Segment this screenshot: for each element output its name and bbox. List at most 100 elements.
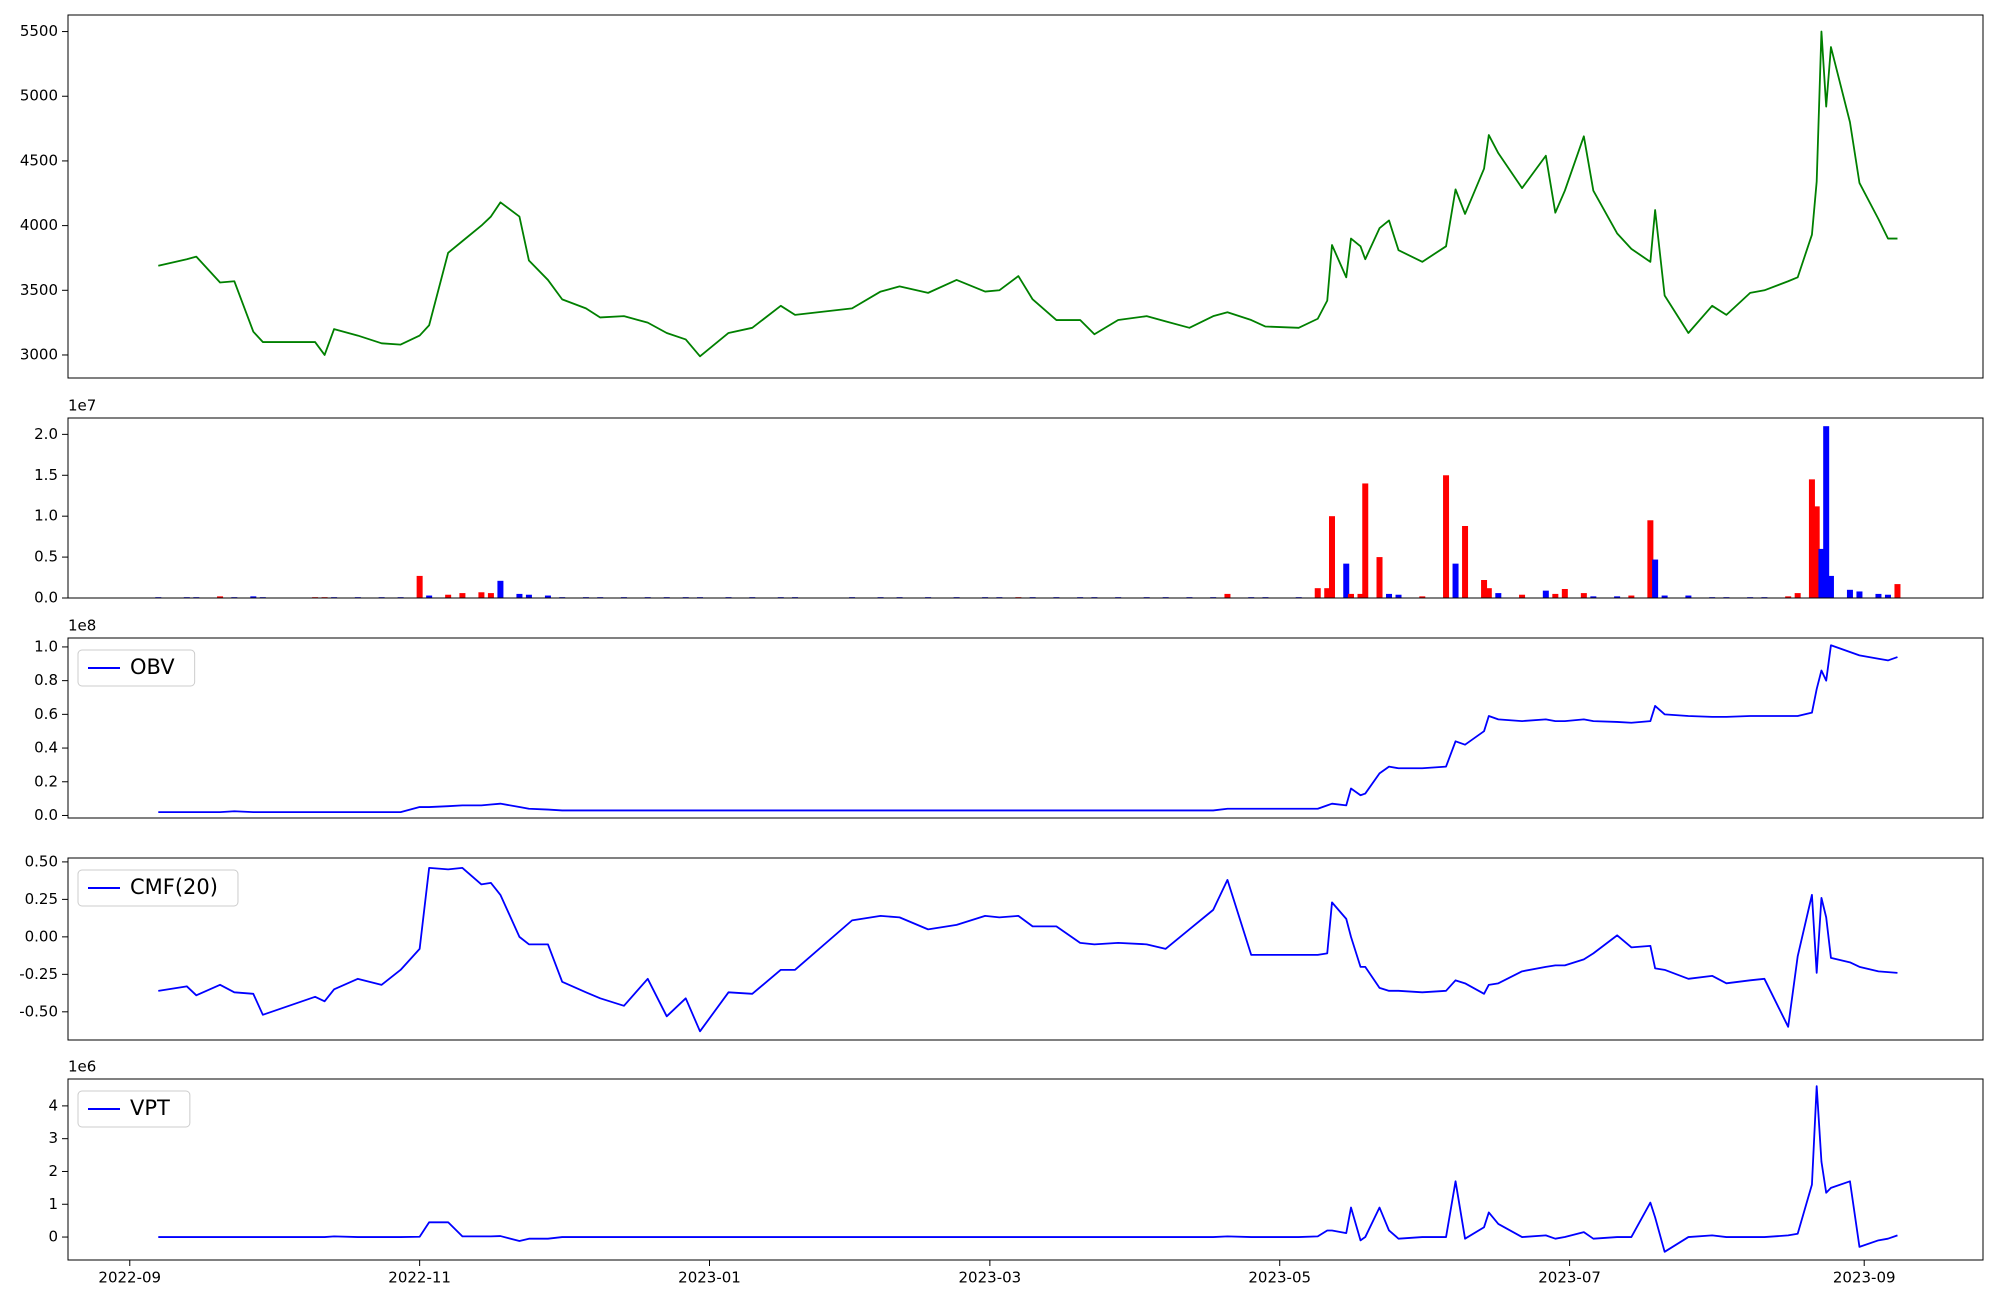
bar xyxy=(1357,593,1364,598)
bar xyxy=(1485,588,1492,598)
plot-frame xyxy=(67,417,1984,599)
bar xyxy=(1794,593,1801,598)
y-tick-label: 0.50 xyxy=(25,852,58,870)
plot-frame xyxy=(67,14,1984,379)
y-tick-label: 0.0 xyxy=(34,806,58,824)
bar xyxy=(1343,563,1350,598)
y-tick-label: 3500 xyxy=(20,281,58,299)
bar xyxy=(1462,526,1469,598)
bar xyxy=(1419,596,1426,598)
y-tick-label: 3 xyxy=(48,1129,58,1147)
line xyxy=(158,644,1898,813)
bar xyxy=(1590,596,1597,598)
bar xyxy=(1884,594,1891,598)
bar xyxy=(1314,588,1321,598)
bar xyxy=(1519,594,1526,598)
plot-frame xyxy=(67,857,1984,1041)
bar xyxy=(1827,575,1834,598)
y-tick-label: 2.0 xyxy=(34,425,58,443)
y-tick-label: 5500 xyxy=(20,22,58,40)
line xyxy=(158,866,1898,1033)
bar xyxy=(1224,593,1231,598)
bar xyxy=(1652,559,1659,598)
y-tick-label: 0.6 xyxy=(34,705,58,723)
y-tick-label: 4 xyxy=(48,1096,58,1114)
axis-offset-label: 1e7 xyxy=(68,397,96,415)
bar xyxy=(1846,589,1853,598)
y-tick-label: 0.8 xyxy=(34,671,58,689)
y-tick-label: -0.25 xyxy=(19,965,58,983)
bar xyxy=(1542,590,1549,598)
x-tick-label: 2023-03 xyxy=(959,1269,1022,1287)
axis-offset-label: 1e6 xyxy=(68,1058,96,1076)
bar xyxy=(1614,596,1621,598)
bar xyxy=(544,595,551,598)
bar xyxy=(1785,596,1792,598)
y-tick-label: 4000 xyxy=(20,216,58,234)
y-tick-label: 1.0 xyxy=(34,637,58,655)
bar xyxy=(250,596,257,598)
axis-offset-label: 1e8 xyxy=(68,617,96,635)
bar xyxy=(1580,593,1587,598)
legend-label: CMF(20) xyxy=(130,875,218,899)
bar xyxy=(1856,591,1863,598)
y-tick-label: 4500 xyxy=(20,151,58,169)
x-tick-label: 2023-05 xyxy=(1248,1269,1311,1287)
legend-box xyxy=(77,869,239,907)
bar xyxy=(525,594,532,598)
bar xyxy=(1561,589,1568,598)
bar xyxy=(1481,580,1488,598)
bar xyxy=(1324,588,1331,598)
x-tick-label: 2022-11 xyxy=(388,1269,451,1287)
bar xyxy=(1452,563,1459,598)
x-tick-label: 2023-07 xyxy=(1538,1269,1601,1287)
y-tick-label: 0.4 xyxy=(34,739,58,757)
bar xyxy=(1661,595,1668,598)
bar xyxy=(478,592,485,598)
y-tick-label: 0 xyxy=(48,1228,58,1246)
legend-label: VPT xyxy=(130,1096,170,1120)
y-tick-label: 0.25 xyxy=(25,890,58,908)
x-tick-label: 2023-09 xyxy=(1833,1269,1896,1287)
bar xyxy=(1628,595,1635,598)
bar xyxy=(1443,475,1450,598)
bar xyxy=(1875,593,1882,598)
bar xyxy=(1328,516,1335,598)
bar xyxy=(1552,593,1559,598)
bar xyxy=(1495,593,1502,598)
bar xyxy=(1376,557,1383,598)
bar xyxy=(497,580,504,598)
y-tick-label: 0.5 xyxy=(34,548,58,566)
line xyxy=(158,30,1898,358)
plot-frame xyxy=(67,637,1984,819)
bar xyxy=(1362,483,1369,598)
x-tick-label: 2023-01 xyxy=(678,1269,741,1287)
bar xyxy=(1395,594,1402,598)
bar xyxy=(487,593,494,598)
legend-label: OBV xyxy=(130,655,175,679)
x-tick-label: 2022-09 xyxy=(98,1269,161,1287)
plot-frame xyxy=(67,1078,1984,1261)
bar xyxy=(1823,426,1830,598)
y-tick-label: 0.2 xyxy=(34,772,58,790)
bar xyxy=(459,593,466,598)
y-tick-label: 3000 xyxy=(20,345,58,363)
y-tick-label: 0.0 xyxy=(34,589,58,607)
y-tick-label: 1.5 xyxy=(34,466,58,484)
bar xyxy=(1894,584,1901,598)
bar xyxy=(416,575,423,598)
bar xyxy=(1813,506,1820,598)
bar xyxy=(1685,595,1692,598)
bar xyxy=(1818,548,1825,598)
legend-box xyxy=(77,1090,191,1128)
bar xyxy=(426,595,433,598)
y-tick-label: 2 xyxy=(48,1162,58,1180)
y-tick-label: 1 xyxy=(48,1195,58,1213)
bar xyxy=(217,596,224,598)
bar xyxy=(516,593,523,598)
legend-box xyxy=(77,649,196,687)
line xyxy=(158,1085,1898,1253)
bar xyxy=(1348,593,1355,598)
